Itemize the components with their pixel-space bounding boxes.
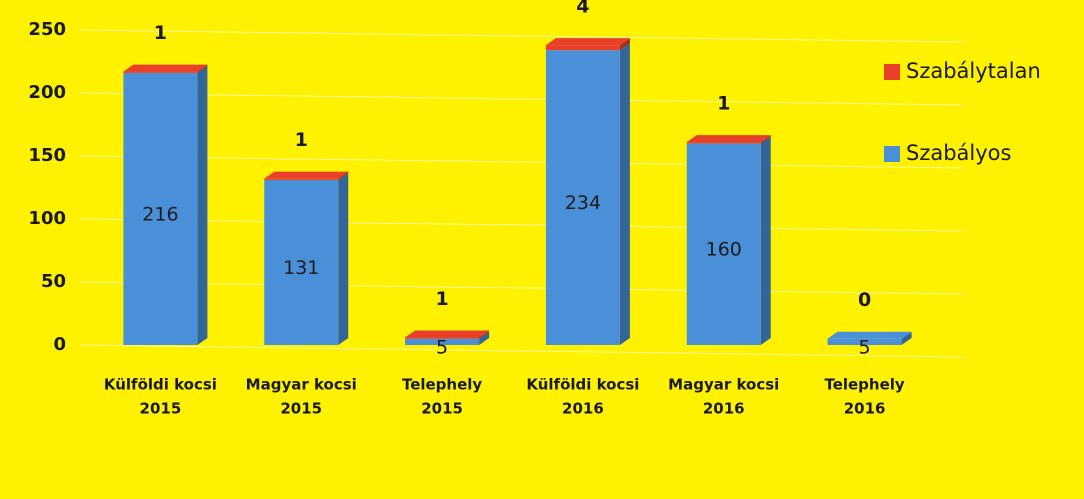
y-tick-label: 200 xyxy=(28,82,66,103)
bar-segment xyxy=(264,178,339,180)
legend-label: Szabályos xyxy=(906,141,1011,165)
x-tick-label: 2016 xyxy=(562,400,604,418)
bar-segment xyxy=(545,45,620,51)
y-tick-label: 50 xyxy=(41,271,66,292)
value-label: 1 xyxy=(295,129,308,151)
bar-top xyxy=(264,171,349,179)
bar-side xyxy=(197,65,208,345)
grid-line xyxy=(79,344,966,358)
grid-line xyxy=(79,92,966,106)
bar-side xyxy=(338,171,349,180)
bar-segment xyxy=(123,71,198,73)
bar-side xyxy=(479,330,490,339)
bar-side xyxy=(479,331,490,345)
value-label: 5 xyxy=(436,336,448,358)
bar-side xyxy=(338,172,349,345)
value-label: 4 xyxy=(576,0,589,18)
grid-line xyxy=(79,29,966,43)
bar-side xyxy=(760,135,771,144)
x-tick-label: 2016 xyxy=(703,400,745,418)
bar-side xyxy=(619,43,630,345)
value-label: 1 xyxy=(154,22,167,44)
bar-segment xyxy=(123,72,198,345)
bar-segment xyxy=(686,142,761,144)
value-label: 1 xyxy=(717,93,730,115)
value-label: 5 xyxy=(859,336,871,358)
y-tick-label: 100 xyxy=(28,208,66,229)
x-tick-label: Külföldi kocsi xyxy=(526,376,639,394)
x-tick-label: 2015 xyxy=(421,400,463,418)
value-label: 160 xyxy=(706,239,742,261)
y-tick-label: 150 xyxy=(28,145,66,166)
bar-top xyxy=(686,135,771,143)
x-tick-label: 2015 xyxy=(280,400,322,418)
legend-swatch xyxy=(884,64,900,80)
bar-segment xyxy=(264,179,339,345)
bar-segment xyxy=(545,50,620,345)
bar-side xyxy=(760,136,771,345)
value-label: 131 xyxy=(283,257,319,279)
bar-segment xyxy=(405,337,480,339)
bar-side xyxy=(619,38,630,51)
x-tick-label: Telephely xyxy=(402,376,482,394)
bar-top xyxy=(123,64,208,72)
bar-top xyxy=(405,330,490,338)
bar-segment xyxy=(827,338,902,345)
y-tick-label: 0 xyxy=(53,334,66,355)
value-label: 0 xyxy=(858,289,871,311)
x-tick-label: Magyar kocsi xyxy=(246,376,357,394)
grid-line xyxy=(79,155,966,169)
grid-line xyxy=(79,218,966,232)
value-label: 216 xyxy=(142,203,178,225)
value-label: 1 xyxy=(435,288,448,310)
x-tick-label: Külföldi kocsi xyxy=(104,376,217,394)
value-label: 234 xyxy=(565,192,601,214)
legend-label: Szabálytalan xyxy=(906,59,1041,83)
x-tick-label: 2015 xyxy=(140,400,182,418)
legend-swatch xyxy=(884,146,900,162)
bar-top xyxy=(827,331,912,339)
bar-side xyxy=(901,331,912,345)
y-tick-label: 250 xyxy=(28,19,66,40)
x-tick-label: Telephely xyxy=(824,376,904,394)
grid-line xyxy=(79,281,966,295)
x-tick-label: Magyar kocsi xyxy=(668,376,779,394)
x-tick-label: 2016 xyxy=(844,400,886,418)
bar-segment xyxy=(686,143,761,345)
bar-top xyxy=(545,38,630,46)
bar-side xyxy=(197,64,208,73)
bar-segment xyxy=(405,338,480,345)
